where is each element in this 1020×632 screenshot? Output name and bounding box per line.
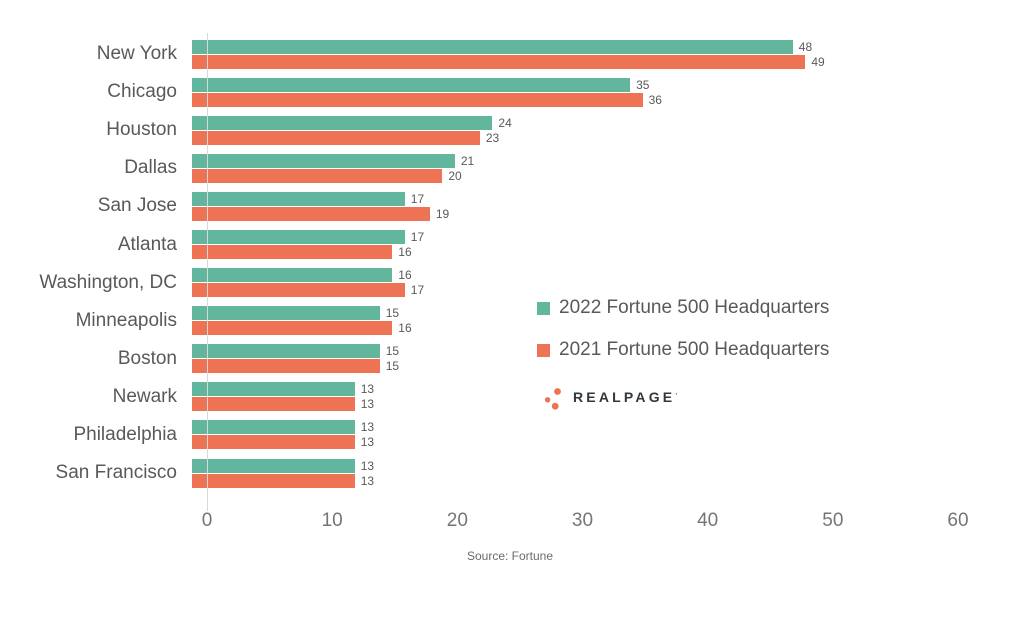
x-tick-label: 10 [321, 510, 343, 531]
value-label: 13 [360, 397, 375, 412]
bar-row: Washington, DC 16 17 [0, 264, 1020, 302]
bar-2021 [192, 359, 380, 374]
category-label: Chicago [107, 81, 177, 103]
bar-row: Houston 24 23 [0, 111, 1020, 149]
bar-2022 [192, 153, 455, 168]
value-label: 13 [360, 435, 375, 450]
value-label: 17 [410, 283, 425, 298]
legend-swatch-2022 [537, 301, 550, 315]
bar-2021 [192, 54, 806, 69]
bar-2022 [192, 420, 355, 435]
x-tick-label: 30 [571, 510, 594, 531]
value-label: 16 [398, 321, 412, 336]
value-label: 23 [485, 130, 500, 145]
bar-2021 [192, 321, 393, 336]
category-label: Newark [112, 385, 177, 407]
bar-row: Boston 15 15 [0, 340, 1020, 378]
y-axis-line [207, 33, 208, 511]
bar-2021 [192, 130, 480, 145]
legend-item-2021: 2021 Fortune 500 Headquarters [537, 339, 829, 361]
source-note: Source: Fortune [466, 549, 554, 563]
value-label: 20 [448, 168, 462, 183]
category-label: San Francisco [55, 462, 177, 484]
bar-row: Atlanta 17 16 [0, 225, 1020, 263]
bar-row: Newark 13 13 [0, 378, 1020, 416]
bar-2022 [192, 115, 493, 130]
bar-2022 [192, 39, 793, 54]
x-tick-label: 0 [201, 510, 213, 531]
bar-2021 [192, 397, 355, 412]
bar-2021 [192, 206, 430, 221]
category-label: Boston [117, 347, 177, 369]
category-label: Philadelphia [73, 423, 177, 445]
x-axis: 0 10 20 30 40 50 60 [202, 510, 969, 534]
category-label: Dallas [124, 157, 177, 179]
bar-2021 [192, 92, 643, 107]
bar-2022 [192, 382, 355, 397]
category-label: Houston [106, 119, 177, 141]
value-label: 15 [385, 344, 400, 359]
bar-row: San Jose 17 19 [0, 187, 1020, 225]
value-label: 24 [498, 115, 512, 130]
realpage-dots-icon [544, 388, 561, 410]
legend-label-2022: 2022 Fortune 500 Headquarters [559, 297, 830, 318]
value-label: 19 [435, 206, 450, 221]
category-label: New York [96, 43, 177, 65]
bar-row: Philadelphia 13 13 [0, 416, 1020, 454]
category-label: San Jose [97, 195, 177, 217]
realpage-logo: REALPAGE’ [544, 384, 677, 410]
bar-2022 [192, 77, 631, 92]
value-label: 17 [410, 230, 425, 245]
bar-chart: New York 48 49 Chicago 35 36 Houston 24 23 Dallas… [0, 35, 1020, 492]
value-label: 35 [636, 77, 650, 92]
realpage-wordmark: REALPAGE [573, 389, 676, 405]
x-tick-label: 40 [697, 510, 719, 531]
category-label: Minneapolis [75, 309, 177, 331]
bar-2022 [192, 268, 393, 283]
value-label: 21 [460, 153, 475, 168]
bar-2021 [192, 473, 355, 488]
value-label: 17 [410, 191, 425, 206]
value-label: 48 [798, 39, 813, 54]
category-label: Atlanta [117, 233, 177, 255]
bar-2021 [192, 283, 405, 298]
bar-row: San Francisco 13 13 [0, 454, 1020, 492]
x-tick-label: 20 [446, 510, 468, 531]
bar-row: Chicago 35 36 [0, 73, 1020, 111]
x-tick-label: 50 [822, 510, 844, 531]
bar-row: Dallas 21 20 [0, 149, 1020, 187]
legend: 2022 Fortune 500 Headquarters 2021 Fortu… [537, 297, 829, 381]
value-label: 16 [398, 268, 412, 283]
bar-2022 [192, 458, 355, 473]
bar-row: Minneapolis 15 16 [0, 302, 1020, 340]
bar-2021 [192, 168, 443, 183]
trademark-mark: ’ [675, 392, 678, 401]
x-tick-label: 60 [947, 510, 969, 531]
bar-2022 [192, 306, 380, 321]
bar-2021 [192, 245, 393, 260]
bar-2022 [192, 191, 405, 206]
bar-2022 [192, 344, 380, 359]
value-label: 15 [385, 359, 400, 374]
value-label: 15 [385, 306, 400, 321]
value-label: 16 [398, 245, 412, 260]
value-label: 49 [811, 54, 825, 69]
value-label: 36 [648, 92, 662, 107]
legend-item-2022: 2022 Fortune 500 Headquarters [537, 297, 829, 319]
legend-swatch-2021 [537, 343, 550, 357]
value-label: 13 [360, 458, 375, 473]
bar-row: New York 48 49 [0, 35, 1020, 73]
bar-2021 [192, 435, 355, 450]
value-label: 13 [360, 382, 375, 397]
value-label: 13 [360, 473, 375, 488]
value-label: 13 [360, 420, 375, 435]
bar-2022 [192, 230, 405, 245]
category-label: Washington, DC [39, 271, 177, 293]
legend-label-2021: 2021 Fortune 500 Headquarters [559, 339, 830, 360]
